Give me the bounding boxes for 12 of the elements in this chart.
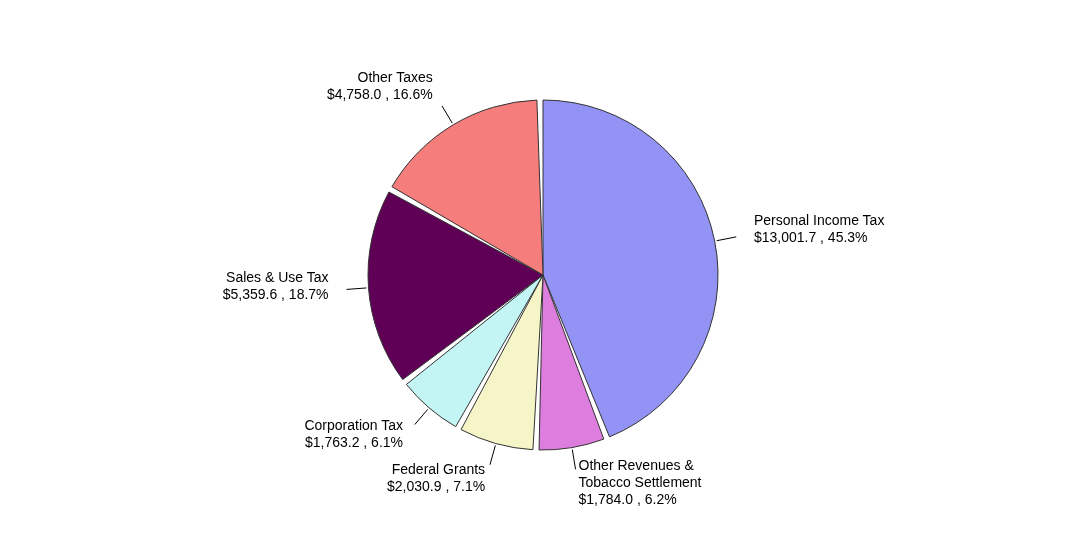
data-label: $1,784.0 , 6.2%: [578, 491, 677, 508]
slice-label: Sales & Use Tax: [226, 269, 329, 286]
data-label: $5,359.6 , 18.7%: [222, 286, 329, 303]
slice-label: Personal Income Tax: [753, 211, 885, 228]
data-label: $1,763.2 , 6.1%: [304, 433, 404, 450]
data-label: $4,758.0 , 16.6%: [326, 85, 433, 102]
data-label: $13,001.7 , 45.3%: [753, 228, 868, 245]
data-label: $2,030.9 , 7.1%: [387, 477, 486, 494]
slice-label: Other Revenues & Tobacco Settlement: [578, 457, 702, 491]
slice-label: Other Taxes: [357, 68, 433, 85]
slice-label: Federal Grants: [391, 460, 486, 477]
slice-label: Corporation Tax: [304, 416, 404, 433]
